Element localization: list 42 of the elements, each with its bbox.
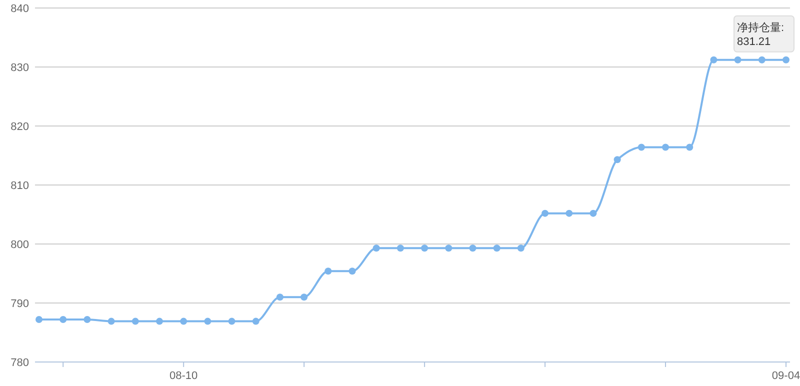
point (204, 318, 212, 325)
point (156, 318, 163, 325)
y-tick-label: 820 (10, 121, 29, 133)
y-tick-label: 780 (10, 357, 29, 369)
point (566, 210, 573, 217)
point (542, 210, 549, 217)
point (517, 244, 524, 252)
point (60, 316, 67, 324)
point (36, 316, 42, 324)
point (84, 316, 91, 324)
point (372, 244, 380, 252)
point (662, 144, 670, 151)
point (638, 144, 645, 151)
x-tick-label: 09-04 (772, 370, 800, 382)
point (782, 56, 790, 64)
point (252, 318, 260, 325)
y-tick-label: 830 (10, 62, 29, 74)
point (300, 294, 308, 301)
point (421, 244, 428, 252)
point (469, 244, 476, 252)
point (493, 244, 500, 252)
point (590, 210, 597, 217)
point (228, 318, 236, 325)
point (734, 56, 742, 64)
point (324, 268, 332, 275)
annotation: 净持仓量: 831.21 (737, 22, 784, 48)
point (180, 318, 188, 325)
y-tick-label: 840 (10, 3, 29, 15)
y-tick-label: 800 (10, 239, 29, 251)
point (758, 56, 766, 64)
y-tick-label: 790 (10, 298, 29, 310)
point (348, 268, 356, 275)
point (614, 156, 621, 164)
point (686, 144, 694, 151)
point (445, 244, 452, 252)
y-tick-label: 810 (10, 180, 29, 192)
point (276, 294, 284, 301)
point (108, 318, 115, 325)
point (396, 244, 404, 252)
x-tick-label: 08-10 (170, 370, 198, 382)
point (710, 56, 718, 64)
point (132, 318, 139, 325)
